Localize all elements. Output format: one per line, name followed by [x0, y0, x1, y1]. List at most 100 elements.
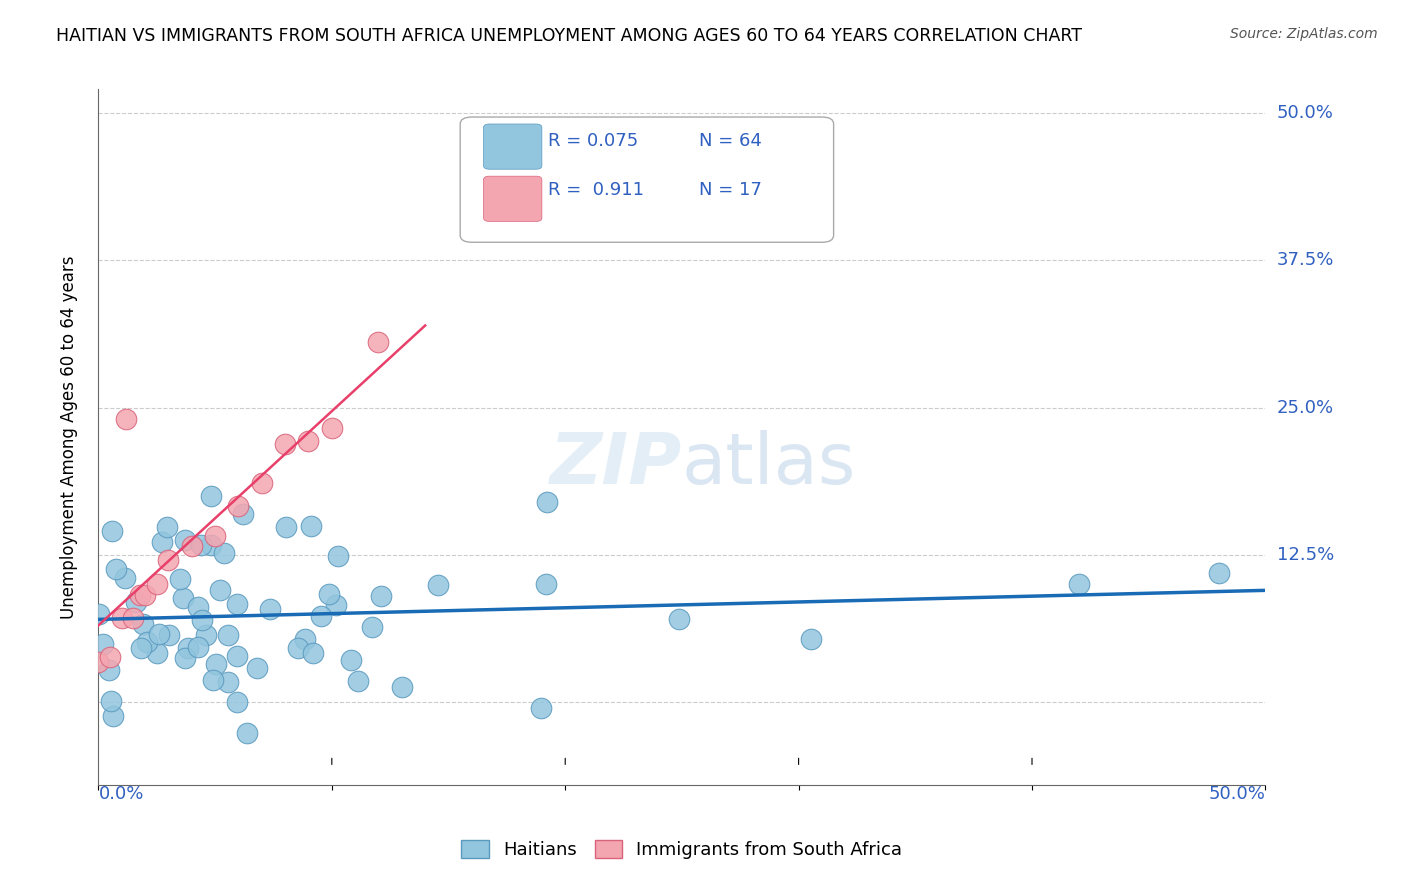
Haitians: [530, 701, 553, 715]
Haitians: [173, 650, 195, 665]
Immigrants from South Africa: [111, 611, 134, 625]
Haitians: [169, 572, 191, 586]
Haitians: [174, 533, 197, 547]
Immigrants from South Africa: [250, 475, 273, 490]
Haitians: [339, 653, 361, 667]
Text: 12.5%: 12.5%: [1277, 546, 1334, 564]
Haitians: [200, 489, 222, 503]
Haitians: [391, 681, 413, 695]
Text: Source: ZipAtlas.com: Source: ZipAtlas.com: [1230, 27, 1378, 41]
Haitians: [246, 661, 269, 675]
Haitians: [202, 673, 225, 688]
Haitians: [668, 612, 690, 626]
Haitians: [105, 562, 128, 576]
Haitians: [536, 495, 558, 509]
Haitians: [800, 632, 823, 646]
Text: HAITIAN VS IMMIGRANTS FROM SOUTH AFRICA UNEMPLOYMENT AMONG AGES 60 TO 64 YEARS C: HAITIAN VS IMMIGRANTS FROM SOUTH AFRICA …: [56, 27, 1083, 45]
Haitians: [205, 657, 228, 672]
Haitians: [325, 598, 347, 612]
Haitians: [302, 646, 325, 660]
Text: 50.0%: 50.0%: [1277, 103, 1333, 122]
Haitians: [217, 674, 239, 689]
Haitians: [287, 640, 309, 655]
Haitians: [91, 637, 114, 651]
Haitians: [172, 591, 194, 605]
Immigrants from South Africa: [180, 540, 202, 554]
Immigrants from South Africa: [134, 588, 156, 602]
Immigrants from South Africa: [129, 588, 152, 602]
Haitians: [97, 663, 120, 677]
Haitians: [156, 520, 179, 534]
Text: ZIP: ZIP: [550, 431, 682, 500]
Immigrants from South Africa: [115, 412, 138, 426]
Haitians: [114, 571, 136, 585]
Haitians: [225, 648, 247, 663]
FancyBboxPatch shape: [484, 124, 541, 169]
Haitians: [328, 549, 350, 564]
Text: R =  0.911: R = 0.911: [548, 181, 644, 199]
Haitians: [299, 518, 322, 533]
Text: 0.0%: 0.0%: [98, 785, 143, 803]
Immigrants from South Africa: [367, 335, 389, 350]
Immigrants from South Africa: [87, 655, 110, 669]
Text: atlas: atlas: [682, 431, 856, 500]
Haitians: [1208, 566, 1230, 580]
Haitians: [309, 609, 332, 624]
FancyBboxPatch shape: [484, 177, 541, 221]
Immigrants from South Africa: [274, 437, 297, 451]
Haitians: [177, 640, 200, 655]
Haitians: [200, 538, 222, 552]
Haitians: [214, 546, 236, 560]
Immigrants from South Africa: [228, 499, 250, 513]
Haitians: [87, 607, 110, 621]
Haitians: [136, 635, 159, 649]
Text: 37.5%: 37.5%: [1277, 252, 1334, 269]
Haitians: [294, 632, 316, 646]
Haitians: [100, 694, 122, 708]
Haitians: [129, 641, 152, 656]
Text: N = 64: N = 64: [699, 132, 762, 151]
Haitians: [370, 590, 392, 604]
Immigrants from South Africa: [146, 577, 169, 591]
Haitians: [232, 507, 254, 521]
Y-axis label: Unemployment Among Ages 60 to 64 years: Unemployment Among Ages 60 to 64 years: [59, 255, 77, 619]
Immigrants from South Africa: [297, 434, 319, 448]
Text: 50.0%: 50.0%: [1209, 785, 1265, 803]
Immigrants from South Africa: [321, 421, 343, 435]
Legend: Haitians, Immigrants from South Africa: Haitians, Immigrants from South Africa: [454, 832, 910, 866]
Haitians: [217, 628, 239, 642]
Immigrants from South Africa: [98, 650, 121, 665]
FancyBboxPatch shape: [460, 117, 834, 243]
Text: 25.0%: 25.0%: [1277, 399, 1334, 417]
Text: R = 0.075: R = 0.075: [548, 132, 638, 151]
Haitians: [146, 646, 169, 660]
Haitians: [190, 539, 212, 553]
Haitians: [360, 620, 382, 634]
Haitians: [534, 577, 557, 591]
Haitians: [225, 598, 247, 612]
Haitians: [157, 628, 180, 642]
Haitians: [150, 535, 173, 549]
Haitians: [124, 595, 146, 609]
Haitians: [276, 519, 298, 533]
Haitians: [226, 695, 249, 709]
Haitians: [195, 628, 218, 642]
Haitians: [1067, 577, 1090, 591]
Haitians: [427, 578, 450, 592]
Haitians: [103, 709, 125, 723]
Text: N = 17: N = 17: [699, 181, 762, 199]
Haitians: [101, 524, 124, 538]
Immigrants from South Africa: [204, 529, 226, 543]
Haitians: [187, 599, 209, 614]
Immigrants from South Africa: [122, 610, 145, 624]
Haitians: [236, 726, 259, 740]
Haitians: [259, 601, 281, 615]
Haitians: [191, 613, 214, 627]
Haitians: [208, 582, 231, 597]
Haitians: [346, 673, 368, 688]
Haitians: [318, 587, 340, 601]
Haitians: [132, 617, 155, 632]
Immigrants from South Africa: [157, 553, 180, 567]
Haitians: [187, 640, 209, 654]
Haitians: [148, 626, 170, 640]
